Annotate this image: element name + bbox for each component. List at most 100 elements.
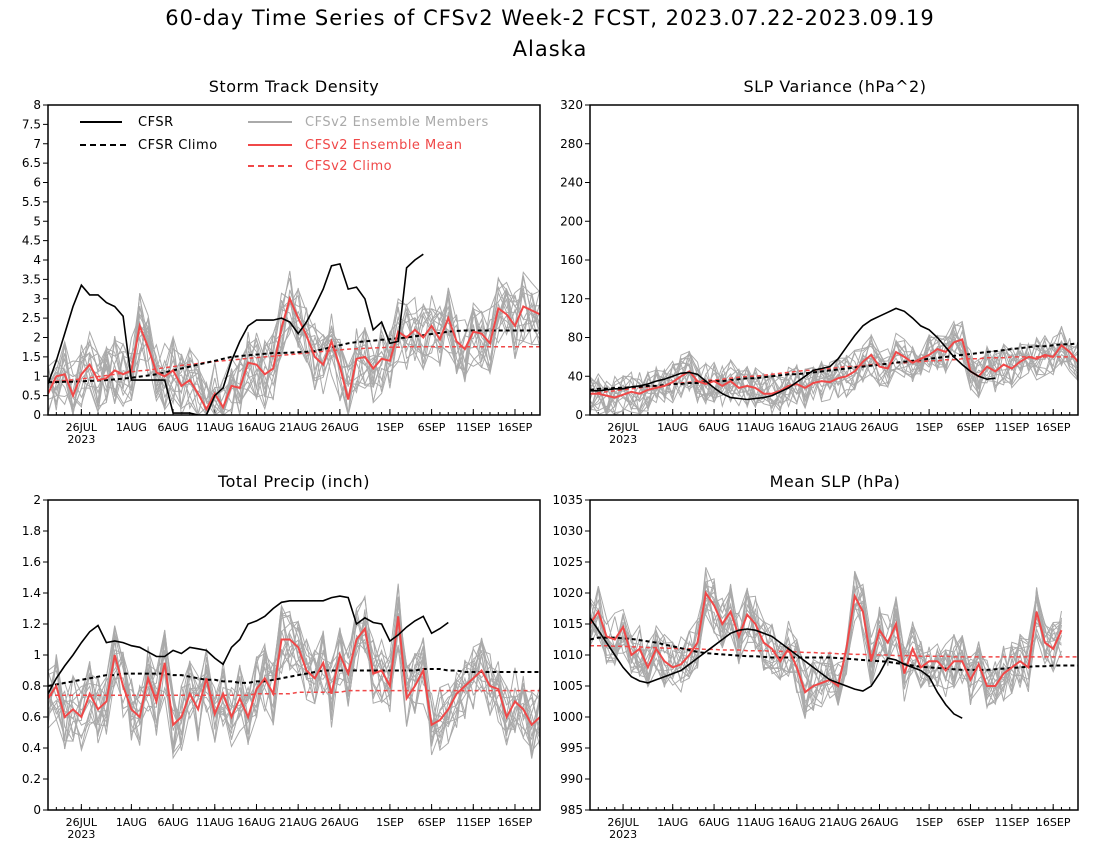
y-tick-label: 0.5 <box>22 389 41 403</box>
ensemble-member-line <box>48 610 540 750</box>
x-tick-label: 1SEP <box>376 421 404 434</box>
x-tick-label: 11SEP <box>456 421 491 434</box>
page-title: 60-day Time Series of CFSv2 Week-2 FCST,… <box>165 6 935 30</box>
y-tick-label: 1.4 <box>22 586 41 600</box>
cfsr-climo-line <box>48 329 540 384</box>
plot-frame <box>47 499 541 811</box>
x-tick-label: 21AUG <box>279 421 317 434</box>
x-tick-label: 26AUG <box>321 816 359 829</box>
cfsv2-climo-line <box>48 346 540 383</box>
y-tick-label: 0 <box>33 803 41 817</box>
cfsr-climo-line <box>590 342 1078 391</box>
x-tick-label: 16SEP <box>1036 421 1071 434</box>
cfsv2-climo-line <box>48 689 540 697</box>
legend-cfsr: CFSR <box>80 115 174 130</box>
y-tick-label: 5.5 <box>22 195 41 209</box>
x-tick-label: 26AUG <box>860 816 898 829</box>
ensemble-mean-line <box>48 295 540 412</box>
cfsr-line <box>590 307 996 401</box>
x-tick-label: 6SEP <box>957 816 985 829</box>
chart-legend: CFSR CFSR Climo CFSv2 Ensemble Members CFSv… <box>80 115 489 174</box>
chart-panel-3: Total Precip (inch) 0 0.2 0.4 0.6 0.8 1 1.2 1.4 1… <box>22 472 541 841</box>
cfsr-line <box>48 595 449 695</box>
x-tick-label: 1SEP <box>376 816 404 829</box>
y-tick-label: 40 <box>568 369 583 383</box>
legend-cfsr-label: CFSR <box>138 115 174 130</box>
y-tick-label: 7 <box>33 137 41 151</box>
x-tick-label: 11SEP <box>995 421 1030 434</box>
ensemble-member-line <box>590 324 1078 411</box>
x-tick-label: 21AUG <box>819 816 857 829</box>
cfsv2-climo-line <box>590 356 1078 395</box>
y-tick-label: 2 <box>33 493 41 507</box>
x-tick-label: 11AUG <box>196 816 234 829</box>
x-tick-label: 16AUG <box>237 421 275 434</box>
ensemble-member-line <box>48 278 540 415</box>
ensemble-member-line <box>48 583 540 741</box>
y-tick-label: 985 <box>560 803 583 817</box>
legend-cfs-climo-label: CFSv2 Climo <box>305 159 392 174</box>
x-tick-label: 16AUG <box>778 421 816 434</box>
x-tick-label: 26JUL <box>607 421 639 434</box>
ensemble-member-line <box>48 596 540 756</box>
y-tick-label: 6.5 <box>22 156 41 170</box>
x-tick-label: 1AUG <box>116 816 147 829</box>
ensemble-mean-line <box>590 590 1063 694</box>
legend-members: CFSv2 Ensemble Members <box>248 115 489 130</box>
y-tick-label: 320 <box>560 98 583 112</box>
x-tick-label: 6SEP <box>957 421 985 434</box>
y-tick-label: 2.5 <box>22 311 41 325</box>
x-tick-label: 6AUG <box>699 816 730 829</box>
y-tick-label: 3 <box>33 292 41 306</box>
y-tick-label: 1.2 <box>22 617 41 631</box>
y-tick-label: 80 <box>568 331 583 345</box>
y-tick-label: 0.2 <box>22 772 41 786</box>
x-tick-label: 6AUG <box>158 816 189 829</box>
y-tick-label: 990 <box>560 772 583 786</box>
y-tick-label: 280 <box>560 137 583 151</box>
y-tick-label: 5 <box>33 214 41 228</box>
y-tick-label: 120 <box>560 292 583 306</box>
panel-title: Total Precip (inch) <box>217 472 370 491</box>
x-tick-label: 16SEP <box>498 816 533 829</box>
plot-frame <box>589 104 1079 416</box>
cfsr-line <box>48 253 424 415</box>
x-tick-label: 6AUG <box>699 421 730 434</box>
ensemble-member-line <box>590 320 1078 415</box>
y-tick-label: 0 <box>575 408 583 422</box>
y-tick-label: 0.4 <box>22 741 41 755</box>
y-tick-label: 0.8 <box>22 679 41 693</box>
y-tick-label: 1020 <box>552 586 583 600</box>
cfsr-climo-line <box>590 636 1078 671</box>
y-tick-label: 1025 <box>552 555 583 569</box>
y-tick-label: 995 <box>560 741 583 755</box>
ensemble-member-line <box>48 585 540 753</box>
x-tick-label: 16AUG <box>778 816 816 829</box>
x-tick-label: 11AUG <box>196 421 234 434</box>
legend-members-label: CFSv2 Ensemble Members <box>305 115 489 130</box>
plot-area <box>48 253 540 415</box>
x-tick-label: 6AUG <box>158 421 189 434</box>
x-tick-label: 21AUG <box>279 816 317 829</box>
x-year-label: 2023 <box>609 433 637 446</box>
cfsr-climo-line <box>48 668 540 687</box>
ensemble-mean-line <box>590 338 1078 399</box>
x-tick-label: 1AUG <box>116 421 147 434</box>
x-tick-label: 16SEP <box>498 421 533 434</box>
ensemble-member-line <box>48 290 540 415</box>
ensemble-member-line <box>48 270 540 415</box>
x-tick-label: 26AUG <box>321 421 359 434</box>
y-tick-label: 1035 <box>552 493 583 507</box>
y-tick-label: 1000 <box>552 710 583 724</box>
y-tick-label: 200 <box>560 214 583 228</box>
y-tick-label: 7.5 <box>22 117 41 131</box>
x-tick-label: 1AUG <box>657 421 688 434</box>
ensemble-member-line <box>48 600 540 748</box>
page-subtitle: Alaska <box>512 37 588 61</box>
plot-area <box>590 307 1078 415</box>
panel-title: Mean SLP (hPa) <box>770 472 901 491</box>
x-year-label: 2023 <box>67 433 95 446</box>
y-tick-label: 1.6 <box>22 555 41 569</box>
cfsv2-climo-line <box>590 644 1078 658</box>
y-tick-label: 1030 <box>552 524 583 538</box>
